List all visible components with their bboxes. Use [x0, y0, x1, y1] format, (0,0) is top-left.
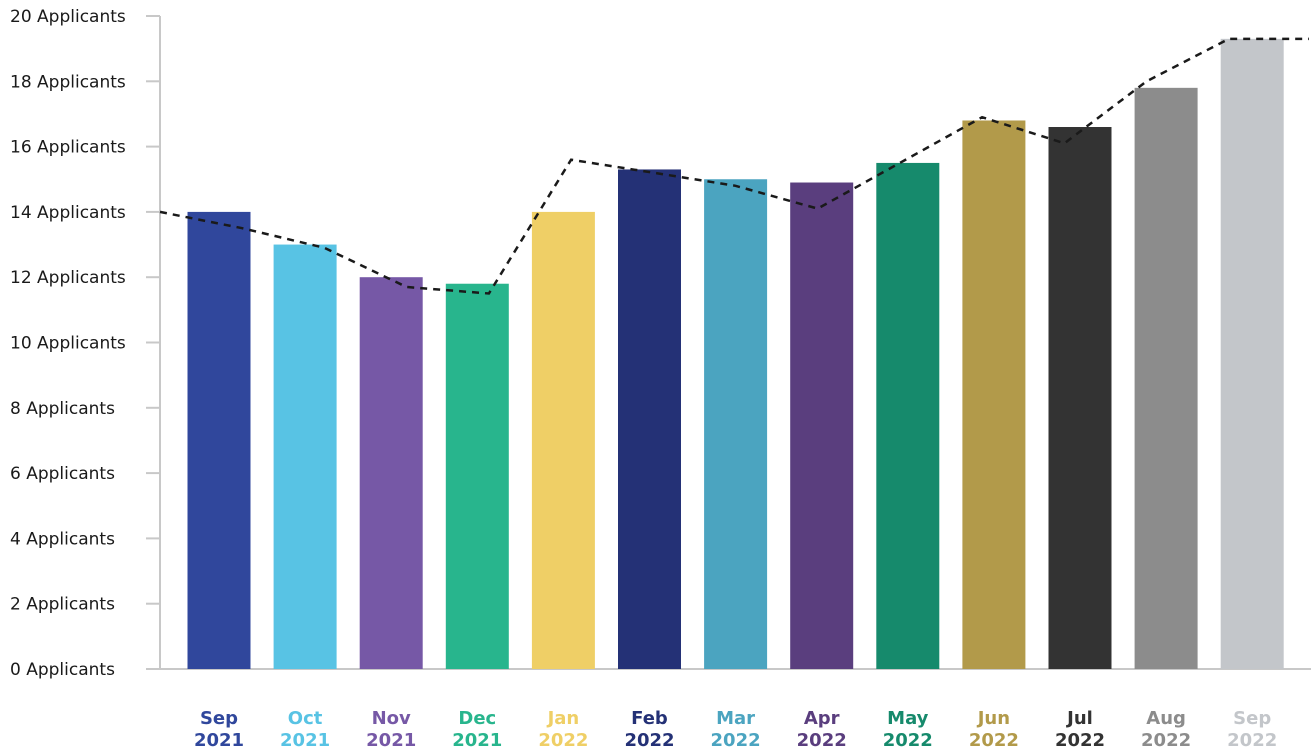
y-tick-label: 12 Applicants — [10, 268, 126, 288]
y-tick-label: 10 Applicants — [10, 334, 126, 354]
axes: 0 Applicants 2 Applicants 4 Applicants 6 Ap… — [10, 7, 1311, 680]
bar — [790, 182, 854, 669]
x-tick-labels: Sep2021Oct2021Nov2021Dec2021Jan2022Feb20… — [194, 708, 1277, 751]
bar — [618, 169, 681, 669]
x-tick-label-year: 2021 — [452, 730, 502, 750]
x-tick-label-month: Jan — [546, 708, 580, 729]
bar — [1048, 127, 1112, 669]
bar — [273, 244, 337, 670]
x-tick-label-month: Feb — [631, 708, 668, 729]
x-tick-label-year: 2022 — [969, 730, 1019, 750]
y-tick-label: 14 Applicants — [10, 203, 126, 223]
x-tick-label-year: 2022 — [711, 730, 761, 750]
bar — [962, 120, 1026, 670]
bar — [1220, 38, 1284, 670]
bar — [876, 162, 940, 670]
x-tick-label-month: Mar — [716, 708, 755, 729]
bars — [187, 38, 1284, 670]
x-tick-label-year: 2022 — [1141, 730, 1191, 750]
x-tick-label-year: 2021 — [366, 730, 416, 750]
x-tick-label-year: 2022 — [1227, 730, 1277, 750]
y-tick-label: 0 Applicants — [10, 660, 115, 680]
y-tick-label: 4 Applicants — [10, 529, 115, 549]
x-tick-label-month: Jun — [976, 708, 1010, 729]
x-tick-label-year: 2022 — [1055, 730, 1105, 750]
x-tick-label-year: 2022 — [797, 730, 847, 750]
x-tick-label-year: 2021 — [280, 730, 330, 750]
bar — [704, 179, 768, 669]
x-tick-label-month: Nov — [372, 708, 411, 729]
x-tick-label-month: Oct — [288, 708, 323, 729]
x-tick-label-year: 2022 — [624, 730, 674, 750]
x-tick-label-year: 2022 — [538, 730, 588, 750]
y-tick-label: 8 Applicants — [10, 399, 115, 419]
bar — [187, 211, 251, 669]
y-tick-label: 2 Applicants — [10, 595, 115, 615]
x-tick-label-month: Dec — [458, 708, 496, 729]
y-tick-label: 18 Applicants — [10, 72, 126, 92]
y-tick-label: 6 Applicants — [10, 464, 115, 484]
trend-line — [159, 37, 1309, 295]
x-tick-label-month: May — [887, 708, 929, 729]
bar — [531, 211, 595, 669]
bar — [445, 283, 509, 669]
x-tick-label-month: Sep — [1233, 708, 1271, 729]
bar — [359, 277, 423, 669]
trend-line-group — [159, 37, 1309, 295]
x-tick-label-month: Sep — [200, 708, 238, 729]
x-tick-label-year: 2022 — [883, 730, 933, 750]
y-tick-label: 16 Applicants — [10, 138, 126, 158]
y-tick-label: 20 Applicants — [10, 7, 126, 27]
x-tick-label-month: Aug — [1146, 708, 1186, 729]
bar — [1134, 87, 1198, 669]
x-tick-label-month: Apr — [804, 708, 840, 729]
x-tick-label-month: Jul — [1065, 708, 1093, 729]
x-tick-label-year: 2021 — [194, 730, 244, 750]
